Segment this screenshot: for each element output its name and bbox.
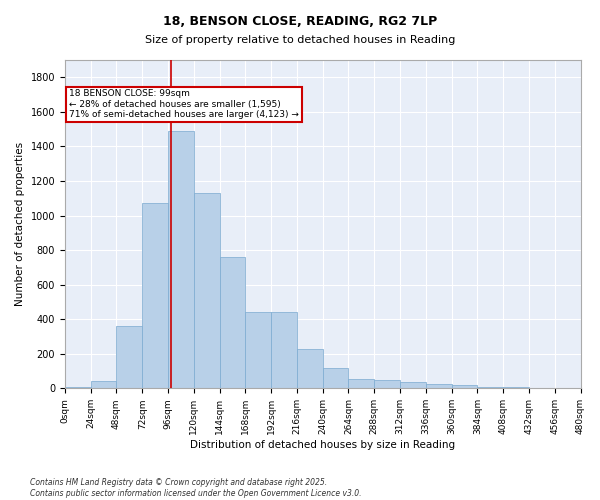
Bar bbox=[245, 312, 271, 388]
Bar bbox=[374, 380, 400, 388]
Bar bbox=[116, 326, 142, 388]
Bar bbox=[323, 368, 349, 388]
X-axis label: Distribution of detached houses by size in Reading: Distribution of detached houses by size … bbox=[190, 440, 455, 450]
Bar bbox=[400, 382, 426, 388]
Bar bbox=[65, 386, 91, 388]
Y-axis label: Number of detached properties: Number of detached properties bbox=[15, 142, 25, 306]
Bar bbox=[91, 382, 116, 388]
Bar bbox=[168, 131, 194, 388]
Text: Size of property relative to detached houses in Reading: Size of property relative to detached ho… bbox=[145, 35, 455, 45]
Text: 18 BENSON CLOSE: 99sqm
← 28% of detached houses are smaller (1,595)
71% of semi-: 18 BENSON CLOSE: 99sqm ← 28% of detached… bbox=[69, 90, 299, 119]
Bar bbox=[271, 312, 297, 388]
Text: Contains HM Land Registry data © Crown copyright and database right 2025.
Contai: Contains HM Land Registry data © Crown c… bbox=[30, 478, 361, 498]
Bar bbox=[349, 379, 374, 388]
Bar bbox=[220, 257, 245, 388]
Bar bbox=[297, 348, 323, 389]
Bar bbox=[426, 384, 452, 388]
Bar bbox=[142, 204, 168, 388]
Bar bbox=[194, 193, 220, 388]
Text: 18, BENSON CLOSE, READING, RG2 7LP: 18, BENSON CLOSE, READING, RG2 7LP bbox=[163, 15, 437, 28]
Bar bbox=[452, 385, 478, 388]
